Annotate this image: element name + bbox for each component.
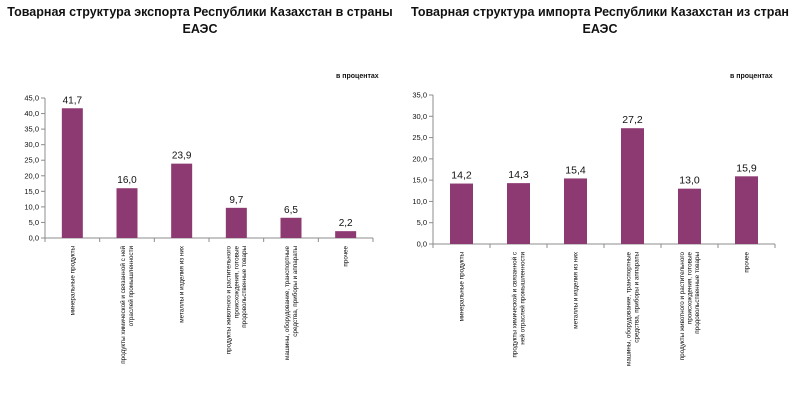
export-category-label: прочее (343, 246, 350, 267)
import-category-label: продукты химической и связанной сней отр… (511, 252, 527, 358)
import-category-label-line: происхождения, готовые (687, 252, 694, 325)
export-category-label: продукты животного и растительногопроисх… (226, 246, 248, 355)
export-category-label-line: машины, оборудование, транспортные (283, 246, 291, 361)
export-bar (171, 163, 193, 238)
export-y-tick-label: 40,0 (24, 109, 39, 118)
export-category-label: минеральные продукты (69, 246, 76, 316)
import-category-label-line: металлы и изделия из них (573, 251, 580, 329)
export-value-label: 23,9 (172, 151, 192, 162)
import-value-label: 13,0 (679, 175, 700, 187)
export-y-tick-label: 0,0 (29, 234, 39, 243)
export-bar (225, 207, 247, 238)
export-chart-title-line2: ЕАЭС (182, 22, 218, 36)
export-unit-label: в процентах (336, 73, 379, 80)
import-y-tick-label: 25,0 (412, 133, 427, 142)
export-bar (335, 231, 357, 238)
import-category-label-line: продовольственные товары (694, 252, 701, 334)
import-chart-title: Товарная структура импорта Республики Ка… (400, 4, 800, 38)
export-chart-title-line1: Товарная структура экспорта Республики К… (7, 5, 393, 19)
export-value-label: 6,5 (284, 205, 298, 216)
export-category-label-line: продукты животного и растительного (226, 246, 233, 355)
export-category-label-line: минеральные продукты (69, 246, 76, 316)
import-y-tick-label: 0,0 (417, 240, 427, 249)
export-category-label-line: происхождения, готовые (233, 246, 240, 319)
import-y-tick-label: 20,0 (412, 154, 427, 163)
import-y-tick-label: 5,0 (417, 218, 427, 227)
import-bar (678, 188, 701, 244)
export-bar (280, 217, 302, 238)
export-y-tick-label: 35,0 (24, 125, 39, 134)
import-y-tick-label: 35,0 (412, 91, 427, 100)
import-category-label-line: продукты химической и связанной с (511, 252, 519, 357)
import-category-label: прочее (744, 252, 751, 273)
import-chart-title-line2: ЕАЭС (582, 22, 618, 36)
import-value-label: 14,3 (508, 169, 529, 181)
import-bar-chart: 0,0 5,0 10,0 15,0 20,0 25,0 30,0 35,0 14,2 минера… (412, 91, 776, 367)
import-chart-panel: Товарная структура импорта Республики Ка… (400, 0, 800, 410)
export-y-tick-label: 5,0 (29, 218, 39, 227)
export-value-label: 41,7 (63, 95, 83, 106)
import-y-tick-label: 30,0 (412, 112, 427, 121)
export-category-label: машины, оборудование, транспортныесредст… (283, 246, 299, 361)
export-y-tick-label: 25,0 (24, 156, 39, 165)
export-chart-panel: Товарная структура экспорта Республики К… (0, 4, 400, 364)
import-unit-label: в процентах (730, 73, 773, 80)
export-value-label: 16,0 (117, 175, 137, 186)
import-bar (735, 176, 758, 244)
export-value-label: 2,2 (339, 218, 353, 229)
export-chart-title: Товарная структура экспорта Республики К… (0, 4, 400, 38)
export-category-label-line: средства, приборы и аппараты (291, 246, 299, 337)
import-bar (621, 128, 644, 244)
export-y-tick-label: 15,0 (24, 187, 39, 196)
import-value-label: 15,9 (736, 162, 757, 174)
import-category-label-line: машины, оборудование, транспортные (625, 252, 633, 367)
import-category-label-line: средства, приборы и аппараты (632, 252, 640, 343)
import-category-label: металлы и изделия из них (573, 251, 580, 329)
import-category-label: машины, оборудование, транспортныесредст… (625, 252, 641, 367)
import-y-tick-label: 15,0 (412, 176, 427, 185)
export-category-label-line: прочее (343, 246, 350, 267)
import-bar (564, 178, 587, 244)
export-value-label: 9,7 (229, 195, 243, 206)
import-value-label: 15,4 (565, 164, 586, 176)
import-category-label-line: прочее (744, 252, 751, 273)
export-category-label-line: продукты химической и связанной с ней (119, 246, 127, 364)
import-category-label: минеральные продукты (459, 252, 466, 322)
export-y-tick-label: 45,0 (24, 94, 39, 103)
import-category-label: продукты животного и растительногопроисх… (679, 252, 701, 361)
import-y-tick-label: 10,0 (412, 197, 427, 206)
import-value-label: 27,2 (622, 114, 643, 126)
export-y-tick-label: 30,0 (24, 140, 39, 149)
import-category-label-line: ней отраслей промышленности (518, 252, 526, 345)
import-bar (507, 183, 530, 244)
import-category-label-line: продукты животного и растительного (679, 252, 686, 361)
export-category-label: продукты химической и связанной с нейотр… (119, 246, 135, 364)
import-chart-title-line1: Товарная структура импорта Республики Ка… (411, 5, 789, 19)
export-category-label-line: отраслей промышленности (127, 246, 135, 327)
import-category-label-line: минеральные продукты (459, 252, 466, 322)
export-category-label-line: металлы и изделия из них (179, 245, 186, 323)
export-y-tick-label: 10,0 (24, 202, 39, 211)
import-value-label: 14,2 (451, 170, 472, 182)
export-y-tick-label: 20,0 (24, 171, 39, 180)
export-bar (61, 108, 83, 239)
export-bar (116, 188, 138, 238)
export-category-label-line: продовольственные товары (241, 246, 248, 328)
export-category-label: металлы и изделия из них (179, 245, 186, 323)
import-bar (450, 183, 473, 244)
export-bar-chart: 0,0 5,0 10,0 15,0 20,0 25,0 30,0 35,0 40,0 45,0 41… (24, 94, 374, 364)
